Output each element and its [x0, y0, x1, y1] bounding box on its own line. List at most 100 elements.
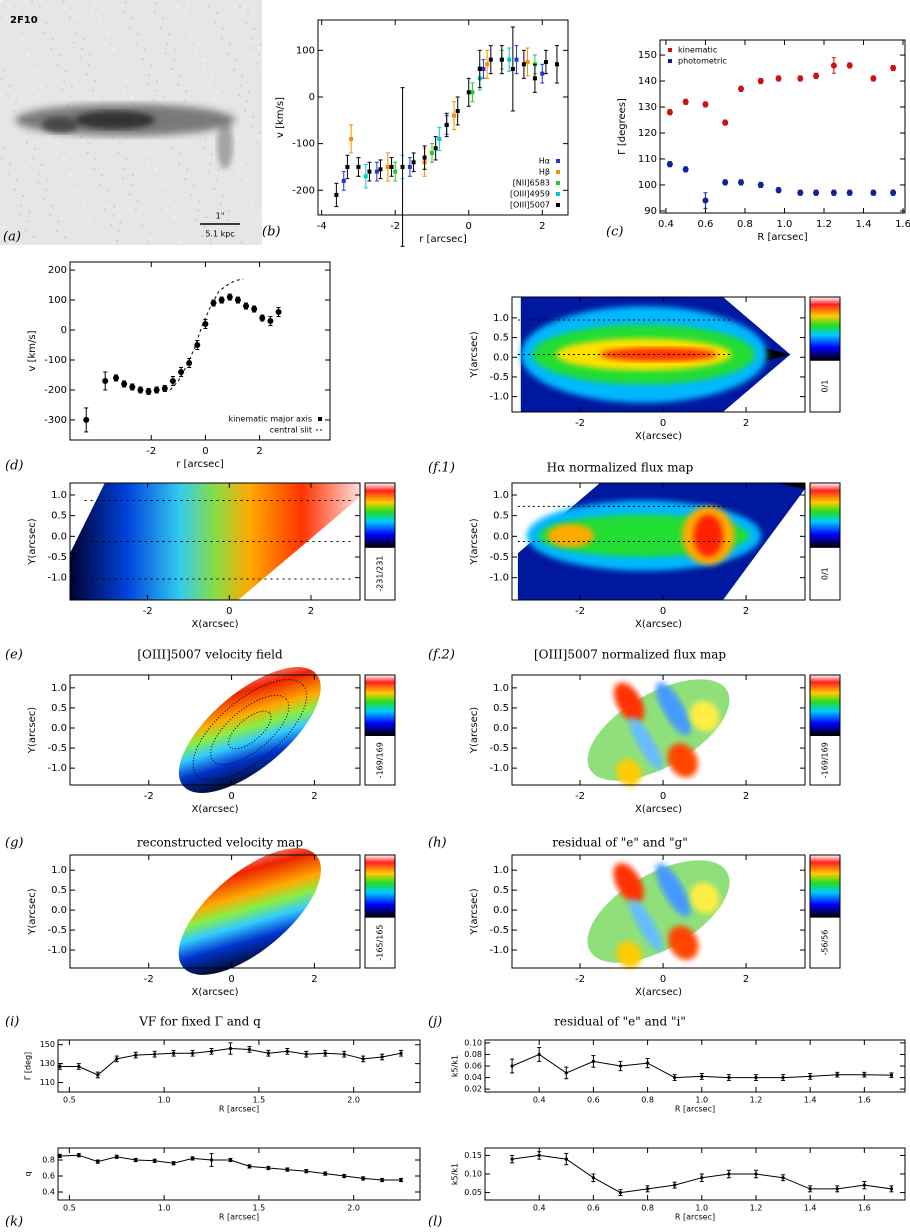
noise — [2, 69, 5, 72]
noise — [186, 168, 189, 171]
noise — [51, 38, 54, 41]
noise — [239, 84, 242, 87]
x-tick-label: 0.6 — [697, 219, 713, 230]
point — [835, 1187, 839, 1191]
point — [808, 1074, 812, 1078]
colorbar-label: 0/1 — [821, 567, 830, 580]
point — [757, 181, 764, 188]
noise — [19, 47, 21, 50]
y-tick-label: 0.5 — [493, 703, 509, 714]
noise — [147, 240, 150, 243]
noise — [3, 226, 6, 229]
noise — [94, 158, 97, 161]
noise — [172, 225, 175, 228]
noise — [213, 187, 216, 190]
point — [77, 1153, 81, 1157]
y-tick-label: -200 — [44, 385, 67, 396]
noise — [106, 32, 108, 35]
noise — [63, 157, 66, 160]
noise — [30, 166, 33, 169]
colorbar-box — [364, 735, 396, 786]
y-tick-label: 100 — [296, 45, 315, 56]
noise — [142, 215, 145, 218]
noise — [237, 93, 240, 96]
noise — [125, 158, 128, 161]
plot-frame — [484, 1039, 906, 1093]
x-tick-label: 0.5 — [63, 1204, 76, 1213]
point — [385, 164, 390, 169]
point — [862, 1073, 866, 1077]
y-tick-label: 0 — [61, 325, 67, 336]
x-tick-label: -2 — [146, 446, 156, 457]
noise — [20, 204, 23, 207]
y-axis-label: k5/k1 — [451, 1163, 460, 1185]
x-tick-label: 1.5 — [253, 1204, 266, 1213]
y-tick-label: 100 — [48, 295, 67, 306]
map-title: [OIII]5007 normalized flux map — [534, 648, 726, 662]
x-tick-label: 1.4 — [804, 1096, 817, 1105]
y-tick-label: -0.5 — [489, 925, 509, 936]
point — [169, 377, 176, 384]
x-tick-label: 1.0 — [777, 219, 793, 230]
point — [700, 1074, 704, 1078]
point — [285, 1168, 289, 1172]
y-tick-label: -100 — [44, 355, 67, 366]
noise — [130, 183, 133, 186]
noise — [178, 162, 180, 165]
noise — [131, 95, 134, 98]
map-title: residual of "e" and "g" — [552, 836, 688, 850]
colorbar — [809, 296, 841, 361]
noise — [2, 147, 5, 150]
point — [349, 136, 354, 141]
noise — [45, 22, 48, 25]
noise — [58, 54, 61, 57]
x-tick-label: 2 — [311, 974, 317, 985]
caption: (c) — [606, 225, 623, 240]
x-axis-label: R [arcsec] — [219, 1105, 259, 1114]
x-tick-label: 2 — [743, 974, 749, 985]
point — [510, 66, 515, 71]
map-title: reconstructed velocity map — [137, 836, 304, 850]
noise — [95, 236, 98, 239]
noise — [245, 100, 248, 103]
point — [153, 1159, 157, 1163]
point — [422, 155, 427, 160]
x-tick-label: 0.4 — [658, 219, 674, 230]
noise — [173, 137, 176, 140]
point — [813, 189, 820, 196]
y-tick-label: 1.0 — [493, 865, 509, 876]
y-tick-label: 0.10 — [464, 1170, 482, 1179]
y-axis-label: v [km/s] — [275, 97, 286, 138]
noise — [197, 209, 199, 212]
contour — [228, 710, 272, 750]
noise — [156, 80, 159, 83]
map-blob — [668, 925, 699, 960]
y-tick-label: 0.10 — [464, 1038, 482, 1047]
noise — [259, 43, 262, 46]
point — [673, 1075, 677, 1080]
y-tick-label: 0.4 — [42, 1188, 55, 1197]
point — [115, 1057, 119, 1061]
x-tick-label: 2.0 — [347, 1204, 360, 1213]
noise — [217, 169, 220, 172]
noise — [183, 99, 186, 102]
noise — [83, 38, 85, 41]
noise — [31, 78, 34, 81]
y-tick-label: -300 — [44, 415, 67, 426]
noise — [76, 22, 79, 25]
noise — [16, 12, 19, 15]
point — [797, 189, 804, 196]
y-tick-label: -1.0 — [47, 945, 67, 956]
noise — [80, 214, 83, 217]
point — [247, 1164, 252, 1168]
map-edge — [775, 483, 805, 489]
noise — [118, 64, 121, 67]
point — [367, 169, 372, 174]
x-tick-label: 2 — [743, 606, 749, 617]
noise — [58, 132, 61, 135]
map-blob — [655, 682, 691, 736]
noise — [12, 31, 15, 34]
noise — [180, 231, 183, 234]
noise — [122, 10, 125, 13]
plot-frame — [69, 261, 331, 441]
